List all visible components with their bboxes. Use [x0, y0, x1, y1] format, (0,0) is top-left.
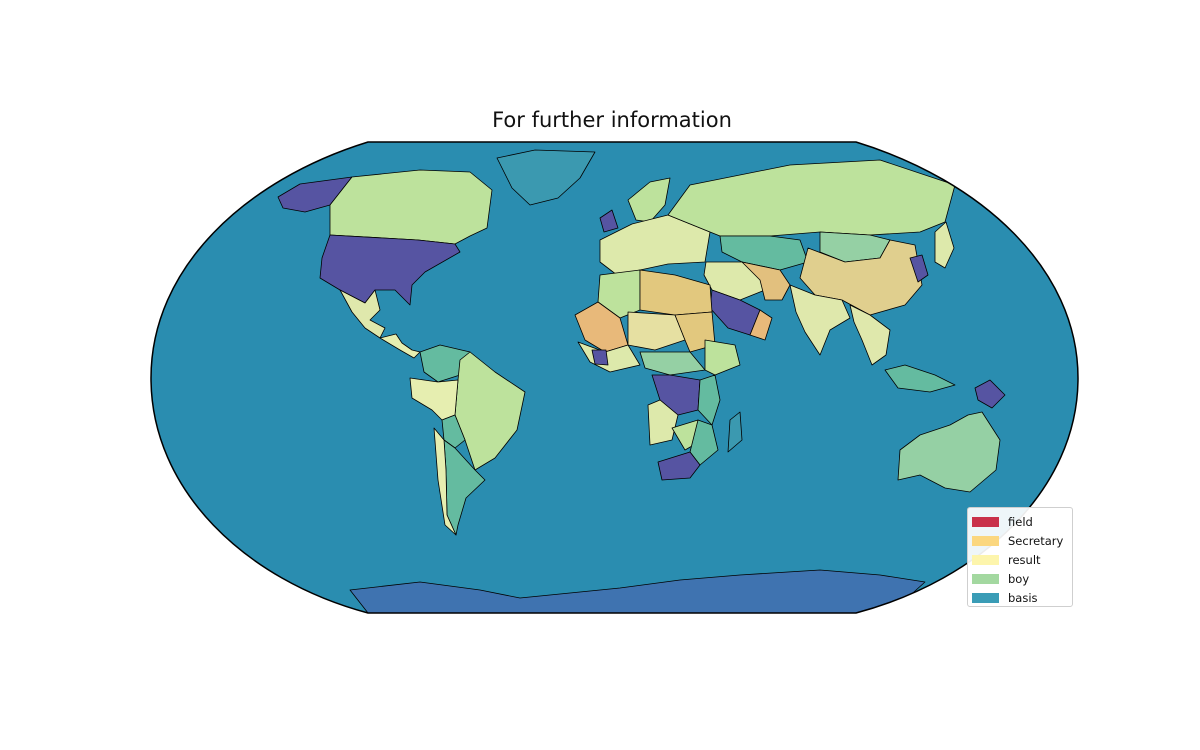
mozambique: [689, 419, 719, 466]
legend-label: boy: [1008, 572, 1030, 587]
japan: [934, 221, 955, 269]
kazakhstan: [719, 235, 809, 271]
legend-item: result: [972, 550, 1072, 569]
ethiopia: [704, 339, 741, 376]
bolivia: [441, 414, 466, 449]
legend-item: basis: [972, 589, 1072, 608]
uk: [599, 209, 619, 233]
iran: [741, 261, 791, 301]
legend-swatch: [972, 516, 999, 527]
niger-chad: [627, 311, 686, 351]
map-title: For further information: [492, 108, 732, 132]
india: [789, 284, 851, 356]
korea: [909, 254, 929, 283]
southeast-asia: [849, 304, 891, 366]
legend-label: field: [1008, 514, 1033, 529]
legend-label: result: [1008, 552, 1041, 567]
tanzania-kenya: [697, 374, 721, 426]
canada: [329, 169, 493, 245]
central-america: [379, 333, 421, 359]
china: [799, 239, 923, 316]
legend-item: field: [972, 512, 1072, 531]
central-african: [639, 351, 706, 376]
legend-item: Secretary: [972, 531, 1072, 550]
oman-yemen: [749, 309, 773, 341]
chile: [433, 427, 457, 536]
madagascar: [727, 411, 743, 453]
europe: [599, 214, 711, 276]
papua: [974, 379, 1006, 409]
legend-item: boy: [972, 570, 1072, 589]
australia: [897, 411, 1001, 493]
scandinavia: [627, 177, 671, 223]
legend-swatch: [972, 535, 999, 546]
globe-outline: [150, 141, 1079, 614]
legend-swatch: [972, 574, 999, 585]
legend-label: basis: [1008, 591, 1038, 606]
legend-label: Secretary: [1008, 533, 1064, 548]
legend: field Secretary result boy basis: [967, 507, 1073, 607]
legend-swatch: [972, 593, 999, 604]
usa: [319, 234, 461, 306]
mexico: [339, 289, 386, 339]
greenland: [496, 149, 596, 206]
indonesia: [884, 364, 956, 393]
legend-swatch: [972, 554, 999, 565]
south-africa: [657, 451, 701, 481]
ivory-coast: [591, 349, 609, 366]
